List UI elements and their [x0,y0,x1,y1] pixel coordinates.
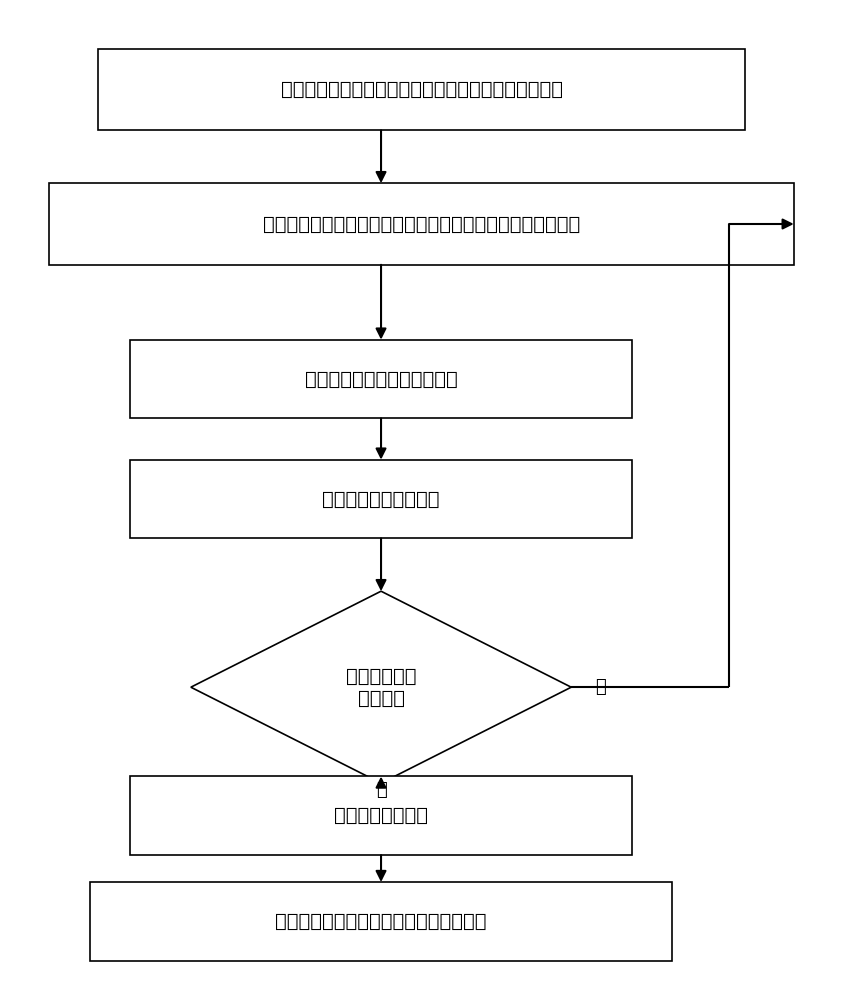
Bar [130,340,632,418]
Polygon shape [191,591,572,783]
Bar [89,882,673,961]
Text: 求解该拉格朗日乘子所对应的矩阵滤波器: 求解该拉格朗日乘子所对应的矩阵滤波器 [276,912,486,931]
Text: 阻带响应满足
约束条件: 阻带响应满足 约束条件 [346,667,416,708]
Bar [130,460,632,538]
Text: 确定拉格朗日乘子: 确定拉格朗日乘子 [334,806,428,825]
Text: 对半查找法预选拉格朗日乘子: 对半查找法预选拉格朗日乘子 [304,370,458,389]
Bar [49,183,794,265]
Bar [130,776,632,855]
Text: 否: 否 [595,678,606,696]
Bar [98,49,745,130]
Text: 对阻带和通带进行离散化、求解阻带和通带拷贝向量阵列流形: 对阻带和通带进行离散化、求解阻带和通带拷贝向量阵列流形 [263,215,580,233]
Text: 求解归一化的阻带响应: 求解归一化的阻带响应 [322,490,440,509]
Text: 是: 是 [376,781,386,799]
Text: 设定阻带区域和通带区域、阻带整体响应误差约束条件: 设定阻带区域和通带区域、阻带整体响应误差约束条件 [281,80,562,99]
